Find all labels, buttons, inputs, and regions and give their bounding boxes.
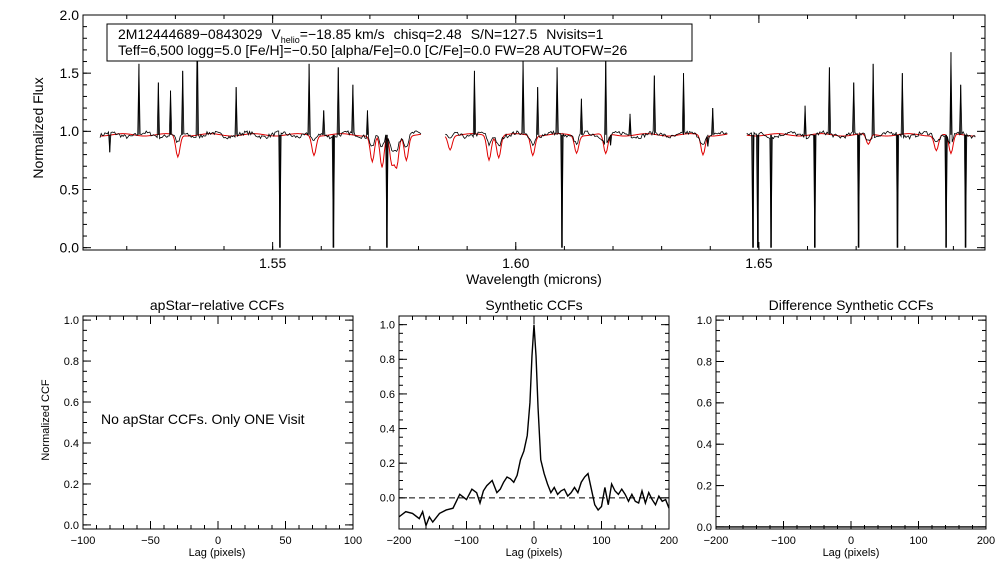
y-tick-label: 0.6	[697, 398, 712, 410]
snr-value: S/N=127.5	[471, 26, 538, 42]
observed-spectrum-chip-2	[445, 55, 728, 248]
x-tick-label: 0	[848, 535, 854, 547]
apstar-ccf-panel: apStar−relative CCFs −100 −50 0 50 100 0.0 0.2…	[40, 297, 362, 559]
y-tick-label: 0.0	[60, 240, 80, 256]
spectrum-y-axis-label: Normalized Flux	[30, 77, 46, 178]
spectrum-ticks	[83, 14, 985, 250]
y-tick-label: 1.5	[60, 65, 80, 81]
synthetic-ccf-x-axis-label: Lag (pixels)	[506, 547, 563, 559]
nvisits-value: Nvisits=1	[546, 26, 603, 42]
synthetic-ccf-title: Synthetic CCFs	[485, 297, 582, 313]
x-tick-label: −100	[454, 535, 479, 547]
y-tick-label: 0.8	[380, 354, 395, 366]
difference-ccf-x-axis-label: Lag (pixels)	[823, 547, 880, 559]
apstar-ccf-ticks	[82, 316, 354, 529]
difference-ccf-title: Difference Synthetic CCFs	[769, 297, 934, 313]
y-tick-label: 0.2	[64, 479, 79, 491]
y-tick-label: 0.0	[64, 520, 79, 532]
difference-ccf-tick-labels: −200 −100 0 100 200 0.0 0.2 0.4 0.6 0.8 1.0	[697, 315, 995, 547]
no-ccf-message: No apStar CCFs. Only ONE Visit	[101, 411, 305, 427]
y-tick-label: 1.0	[697, 315, 712, 327]
x-tick-label: −200	[704, 535, 729, 547]
x-tick-label: 0	[531, 535, 537, 547]
spectrum-legend-line-2: Teff=6,500 logg=5.0 [Fe/H]=−0.50 [alpha/…	[118, 42, 627, 58]
synthetic-ccf-plot-area	[398, 324, 670, 528]
synthetic-ccf-line	[398, 324, 670, 528]
vhelio-subscript: helio	[281, 35, 300, 45]
y-tick-label: 0.5	[60, 181, 80, 197]
apstar-ccf-tick-labels: −100 −50 0 50 100 0.0 0.2 0.4 0.6 0.8 1.0	[64, 315, 362, 547]
x-tick-label: −100	[71, 535, 96, 547]
y-tick-label: 0.2	[380, 458, 395, 470]
difference-ccf-frame	[715, 315, 987, 530]
spectrum-legend-line-1: 2M12444689−0843029 Vhelio=−18.85 km/s chis…	[118, 26, 604, 45]
synthetic-ccf-panel: Synthetic CCFs −200 −100 0 100 200 0.0 0.2 0.4 0…	[380, 297, 678, 559]
y-tick-label: 0.4	[380, 423, 395, 435]
x-tick-label: 1.60	[502, 255, 529, 271]
y-tick-label: 0.6	[64, 397, 79, 409]
synthetic-ccf-ticks	[398, 315, 670, 529]
y-tick-label: 0.8	[64, 356, 79, 368]
x-tick-label: 50	[279, 535, 291, 547]
spectrum-plot-area	[99, 26, 976, 248]
y-tick-label: 1.0	[380, 320, 395, 332]
difference-ccf-panel: Difference Synthetic CCFs −200 −100 0 100 20…	[697, 297, 995, 559]
y-tick-label: 0.0	[697, 522, 712, 534]
spectrum-legend: 2M12444689−0843029 Vhelio=−18.85 km/s chis…	[106, 23, 693, 62]
spectrum-tick-labels: 1.55 1.60 1.65 0.0 0.5 1.0 1.5 2.0	[60, 7, 773, 271]
y-tick-label: 1.0	[64, 315, 79, 327]
y-tick-label: 1.0	[60, 123, 80, 139]
y-tick-label: 2.0	[60, 7, 80, 23]
y-tick-label: 0.4	[64, 438, 79, 450]
difference-ccf-ticks	[715, 316, 987, 529]
x-tick-label: 100	[909, 535, 927, 547]
chisq-value: chisq=2.48	[394, 26, 462, 42]
apstar-ccf-x-axis-label: Lag (pixels)	[189, 547, 246, 559]
x-tick-label: 1.65	[745, 255, 772, 271]
x-tick-label: −200	[387, 535, 412, 547]
x-tick-label: 0	[215, 535, 221, 547]
synthetic-ccf-tick-labels: −200 −100 0 100 200 0.0 0.2 0.4 0.6 0.8 1.0	[380, 320, 678, 547]
synthetic-ccf-frame	[398, 315, 670, 530]
spectrum-panel: 1.55 1.60 1.65 0.0 0.5 1.0 1.5 2.0 Wavelength (…	[30, 7, 986, 287]
vhelio-value: =−18.85 km/s	[300, 26, 385, 42]
x-tick-label: 100	[344, 535, 362, 547]
x-tick-label: 1.55	[259, 255, 286, 271]
star-id: 2M12444689−0843029	[118, 26, 263, 42]
x-tick-label: 100	[592, 535, 610, 547]
vhelio-symbol: V	[271, 26, 281, 42]
apstar-ccf-title: apStar−relative CCFs	[150, 297, 284, 313]
spectrum-frame	[82, 14, 986, 251]
x-tick-label: −50	[141, 535, 160, 547]
y-tick-label: 0.6	[380, 389, 395, 401]
x-tick-label: −100	[771, 535, 796, 547]
x-tick-label: 200	[977, 535, 995, 547]
y-tick-label: 0.4	[697, 439, 712, 451]
spectrum-x-axis-label: Wavelength (microns)	[466, 271, 602, 287]
apstar-ccf-y-axis-label: Normalized CCF	[40, 379, 52, 461]
y-tick-label: 0.0	[380, 493, 395, 505]
y-tick-label: 0.8	[697, 356, 712, 368]
spectrum-legend-box	[106, 23, 693, 62]
x-tick-label: 200	[660, 535, 678, 547]
model-spectrum-chip-2	[444, 133, 728, 162]
observed-spectrum-chip-3	[746, 52, 976, 248]
y-tick-label: 0.2	[697, 480, 712, 492]
